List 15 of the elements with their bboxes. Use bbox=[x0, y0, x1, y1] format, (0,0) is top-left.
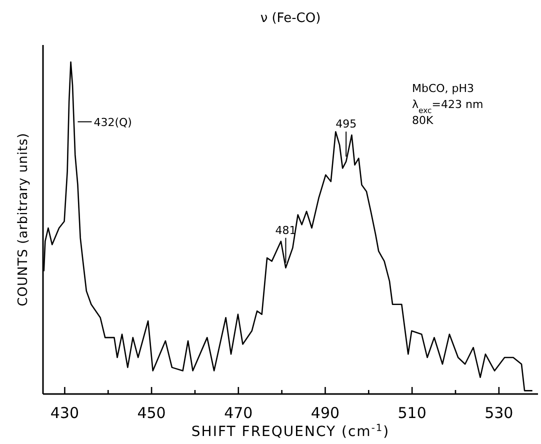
x-tick-label: 530 bbox=[484, 404, 514, 422]
annotation: 495 bbox=[336, 118, 357, 131]
annotation: 481 bbox=[275, 224, 296, 237]
x-tick-label: 430 bbox=[50, 404, 80, 422]
annotation: 80K bbox=[412, 114, 434, 127]
x-tick-label: 470 bbox=[224, 404, 253, 422]
annotation: 432(Q) bbox=[94, 116, 132, 129]
annotation: MbCO, pH3 bbox=[412, 82, 474, 95]
x-tick-label: 450 bbox=[137, 404, 166, 422]
x-tick-label: 510 bbox=[398, 404, 426, 422]
x-axis-title: SHIFT FREQUENCY (cm$^{-1}$) bbox=[191, 422, 390, 440]
annotation: λ$_{exc}$=423 nm bbox=[412, 98, 484, 114]
y-axis-title: COUNTS (arbitrary units) bbox=[16, 132, 31, 306]
chart-title: ν (Fe-CO) bbox=[260, 11, 321, 26]
x-tick-label: 490 bbox=[310, 404, 340, 422]
